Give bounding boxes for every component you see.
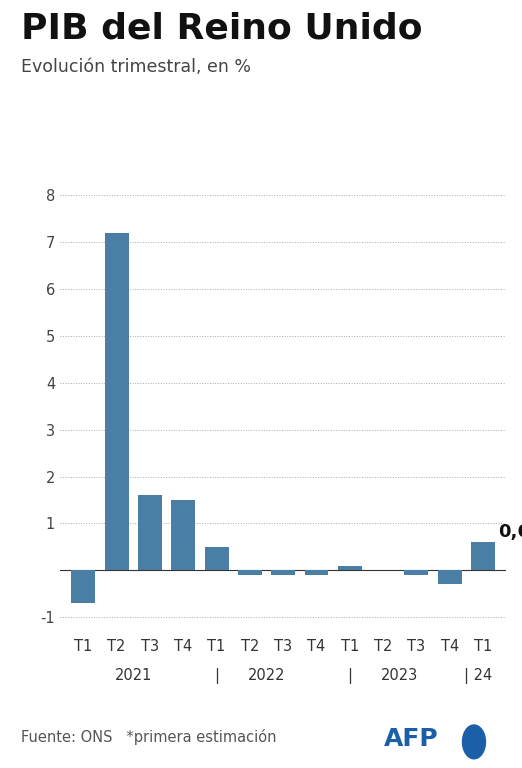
Bar [304,571,328,575]
Bar [471,542,495,571]
Text: |: | [347,668,352,684]
Text: 2023: 2023 [381,668,419,684]
Bar [438,571,461,584]
Bar [72,571,96,603]
Bar [238,571,262,575]
Bar [205,547,229,571]
Text: 2021: 2021 [115,668,152,684]
Bar [171,500,195,571]
Text: AFP: AFP [384,727,438,751]
Text: 0,6*: 0,6* [498,523,522,541]
Text: | 24: | 24 [464,668,492,684]
Text: PIB del Reino Unido: PIB del Reino Unido [21,12,422,45]
Text: Fuente: ONS   *primera estimación: Fuente: ONS *primera estimación [21,729,276,745]
Bar [405,571,429,575]
Bar [271,571,295,575]
Bar [138,495,162,571]
Text: 2022: 2022 [248,668,286,684]
Text: Evolución trimestral, en %: Evolución trimestral, en % [21,58,251,75]
Bar [104,233,128,571]
Text: |: | [214,668,219,684]
Bar [338,566,362,571]
